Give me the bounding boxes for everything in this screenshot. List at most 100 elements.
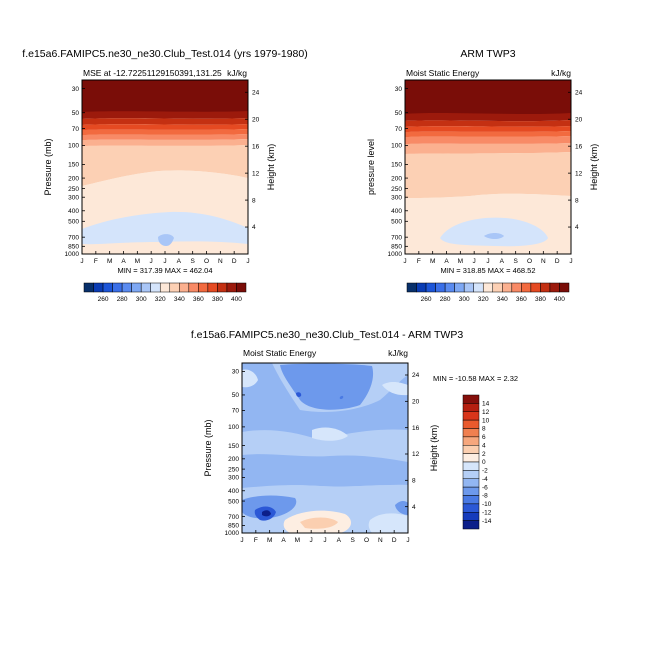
colorbar-label: 400	[554, 296, 565, 303]
x-tick-label: D	[555, 258, 560, 265]
min-max-stats: MIN = 317.39 MAX = 462.04	[117, 266, 212, 275]
y-tick-label: 850	[228, 523, 239, 530]
y-tick-right-label: 20	[412, 399, 420, 406]
colorbar-swatch	[179, 282, 190, 293]
colorbar-swatch	[112, 282, 123, 293]
colorbar-label: 340	[174, 296, 185, 303]
axis-ticks: J F M A M J J A S O N D J305070100150200250300400500…	[225, 369, 420, 544]
y-tick-right-label: 20	[575, 116, 583, 123]
y-tick-label: 50	[72, 110, 80, 117]
y-tick-label: 200	[391, 175, 402, 182]
panel-right-label: kJ/kg	[388, 348, 408, 358]
colorbar-swatch	[93, 282, 104, 293]
axis-ticks: J F M A M J J A S O N D J305070100150200250300400500…	[65, 86, 260, 265]
panel-title: ARM TWP3	[460, 48, 515, 60]
y-tick-label: 700	[391, 234, 402, 241]
y-axis-label: Pressure (mb)	[43, 138, 53, 195]
y-axis-label: pressure level	[366, 139, 376, 195]
panel-left-label: Moist Static Energy	[243, 348, 317, 358]
colorbar-swatch	[540, 282, 551, 293]
colorbar-label: 12	[482, 409, 490, 416]
y-tick-label: 850	[68, 244, 79, 251]
panel-title: f.e15a6.FAMIPC5.ne30_ne30.Club_Test.014 …	[22, 48, 307, 60]
colorbar-swatch	[454, 282, 465, 293]
y-tick-label: 400	[228, 488, 239, 495]
x-tick-label: M	[135, 258, 140, 265]
panel-right-label: kJ/kg	[551, 68, 571, 78]
colorbar-label: 380	[535, 296, 546, 303]
y-tick-label: 300	[68, 194, 79, 201]
panel-title: f.e15a6.FAMIPC5.ne30_ne30.Club_Test.014 …	[191, 329, 464, 341]
panel-obs: ARM TWP3 Moist Static Energy kJ/kg press…	[366, 48, 599, 303]
y-tick-right-label: 8	[412, 478, 416, 485]
y-tick-label: 1000	[388, 251, 403, 258]
x-tick-label: F	[94, 258, 98, 265]
y-tick-label: 250	[228, 466, 239, 473]
colorbar-swatch	[462, 503, 480, 513]
colorbar-label: -4	[482, 476, 488, 483]
x-tick-label: J	[246, 258, 249, 265]
y-tick-label: 100	[228, 424, 239, 431]
y-tick-label: 1000	[65, 251, 80, 258]
contour-field	[405, 80, 571, 254]
colorbar-label: 2	[482, 451, 486, 458]
colorbar-label: 260	[98, 296, 109, 303]
colorbar-swatch	[521, 282, 532, 293]
colorbar-swatch	[462, 495, 480, 505]
colorbar-swatch	[473, 282, 484, 293]
colorbar-swatch	[406, 282, 417, 293]
colorbar-label: 300	[136, 296, 147, 303]
x-tick-label: J	[310, 537, 313, 544]
y-tick-label: 200	[68, 175, 79, 182]
panel-left-label: Moist Static Energy	[406, 68, 480, 78]
colorbar-label: -10	[482, 501, 492, 508]
y-axis-label: Pressure (mb)	[203, 419, 213, 476]
colorbar-label: -2	[482, 468, 488, 475]
x-tick-label: F	[417, 258, 421, 265]
colorbar-swatch	[140, 282, 151, 293]
contour-field	[82, 80, 248, 254]
x-tick-label: D	[392, 537, 397, 544]
panel-difference: f.e15a6.FAMIPC5.ne30_ne30.Club_Test.014 …	[191, 329, 518, 544]
x-tick-label: D	[232, 258, 237, 265]
colorbar-label: 6	[482, 434, 486, 441]
y-tick-right-label: 12	[575, 170, 583, 177]
x-tick-label: A	[281, 537, 286, 544]
y-tick-right-label: 8	[575, 197, 579, 204]
y-tick-label: 250	[391, 186, 402, 193]
colorbar-swatch	[150, 282, 161, 293]
y-tick-right-label: 8	[252, 197, 256, 204]
y-tick-label: 500	[228, 498, 239, 505]
x-tick-label: J	[80, 258, 83, 265]
y-tick-label: 250	[68, 186, 79, 193]
x-tick-label: A	[177, 258, 182, 265]
x-tick-label: F	[254, 537, 258, 544]
colorbar-swatch	[462, 520, 480, 530]
y-tick-label: 500	[391, 219, 402, 226]
colorbar-label: 380	[212, 296, 223, 303]
y-tick-label: 150	[391, 162, 402, 169]
x-tick-label: J	[473, 258, 476, 265]
colorbar-label: 340	[497, 296, 508, 303]
x-tick-label: S	[513, 258, 518, 265]
y-tick-label: 50	[232, 392, 240, 399]
y-tick-right-label: 16	[252, 143, 260, 150]
y-tick-right-label: 20	[252, 116, 260, 123]
colorbar-swatch	[462, 411, 480, 421]
colorbar-swatch	[462, 512, 480, 521]
colorbar-swatch	[462, 453, 480, 463]
colorbar-swatch	[462, 486, 480, 496]
y-tick-right-label: 4	[252, 224, 256, 231]
x-tick-label: A	[500, 258, 505, 265]
y-tick-label: 400	[391, 208, 402, 215]
colorbar-swatch	[444, 282, 455, 293]
y-tick-label: 30	[232, 369, 240, 376]
colorbar-label: 400	[231, 296, 242, 303]
colorbar-label: 4	[482, 442, 486, 449]
colorbar-swatch	[226, 282, 237, 293]
colorbar-swatch	[188, 282, 199, 293]
y-tick-label: 150	[228, 443, 239, 450]
y-axis-label-right: Height (km)	[266, 144, 276, 191]
x-tick-label: M	[295, 537, 300, 544]
